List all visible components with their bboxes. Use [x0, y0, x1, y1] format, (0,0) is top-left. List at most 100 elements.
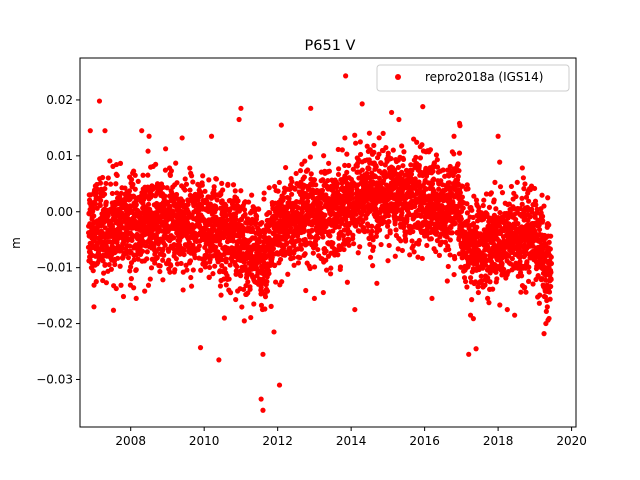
data-point	[359, 167, 365, 173]
data-point	[357, 151, 364, 158]
data-point	[367, 254, 374, 260]
data-point	[486, 204, 493, 210]
data-point	[315, 246, 321, 253]
data-point	[327, 271, 334, 277]
data-point	[458, 216, 464, 222]
data-point	[262, 294, 269, 300]
data-point	[147, 276, 153, 282]
data-point	[202, 188, 208, 194]
data-point	[446, 180, 453, 186]
data-point	[252, 235, 258, 241]
data-point	[399, 210, 405, 216]
data-point	[392, 167, 398, 173]
data-point	[211, 184, 217, 190]
data-point	[260, 243, 266, 249]
data-point	[385, 150, 391, 156]
data-point	[313, 242, 319, 248]
data-point	[187, 258, 194, 264]
data-point	[166, 257, 172, 263]
data-point	[412, 203, 418, 210]
data-point	[132, 186, 138, 192]
data-point	[303, 287, 309, 294]
data-point	[162, 167, 169, 173]
data-point	[346, 242, 352, 248]
data-point	[395, 246, 401, 252]
data-point	[192, 255, 198, 261]
data-point	[544, 304, 550, 310]
data-point	[492, 179, 498, 185]
data-point	[293, 170, 299, 177]
data-point	[140, 172, 146, 178]
x-axis: 2008 2010 2012 2014 2016 2018 2020	[115, 427, 587, 448]
data-point	[128, 176, 135, 183]
data-point	[245, 199, 252, 205]
data-point	[543, 320, 549, 327]
data-point	[491, 197, 497, 203]
data-point	[190, 179, 196, 185]
data-point	[182, 187, 188, 193]
data-point	[464, 201, 470, 207]
data-point	[133, 202, 139, 208]
data-point	[127, 268, 133, 274]
data-point	[311, 264, 318, 270]
data-point	[518, 289, 524, 295]
data-point	[526, 264, 532, 270]
data-point	[541, 203, 547, 209]
data-point	[221, 315, 227, 321]
data-point	[323, 267, 330, 273]
data-point	[281, 195, 287, 201]
data-point	[91, 213, 97, 219]
data-point	[219, 263, 225, 269]
data-point	[462, 278, 469, 285]
data-point	[126, 216, 132, 222]
data-point	[222, 266, 228, 272]
data-point	[335, 146, 341, 153]
data-point	[388, 155, 394, 162]
x-tick-label: 2014	[336, 434, 367, 448]
data-point	[509, 256, 515, 262]
data-point	[305, 167, 311, 173]
data-point	[321, 153, 327, 159]
data-point	[311, 295, 318, 302]
data-point	[370, 263, 376, 269]
data-point	[483, 191, 490, 197]
data-point	[419, 255, 425, 262]
data-point	[113, 285, 119, 292]
data-point	[369, 223, 375, 229]
data-point	[470, 316, 476, 322]
data-point	[173, 160, 179, 166]
data-point	[420, 104, 426, 110]
data-point	[258, 302, 265, 308]
data-point	[183, 181, 190, 187]
data-point	[313, 182, 319, 188]
data-point	[540, 218, 546, 224]
data-point	[522, 181, 528, 187]
data-point	[535, 273, 541, 279]
data-point	[225, 181, 231, 187]
data-point	[223, 256, 229, 262]
data-point	[163, 146, 169, 152]
data-point	[359, 101, 365, 107]
data-point	[548, 254, 554, 260]
data-point	[480, 202, 486, 209]
y-axis: −0.03 −0.02 −0.01 0.00 0.01 0.02	[36, 93, 80, 386]
data-point	[285, 233, 291, 239]
data-point	[353, 140, 359, 146]
data-point	[366, 165, 372, 172]
data-point	[142, 288, 148, 294]
data-point	[378, 241, 384, 248]
data-point	[162, 193, 168, 199]
data-point	[403, 238, 409, 244]
data-point	[387, 230, 393, 236]
data-point	[466, 351, 472, 357]
data-point	[319, 187, 326, 193]
data-point	[408, 171, 415, 177]
data-point	[494, 276, 500, 282]
data-point	[235, 198, 241, 204]
data-point	[385, 213, 392, 219]
data-point	[153, 161, 159, 167]
data-point	[320, 234, 326, 240]
data-point	[145, 172, 151, 178]
data-point	[473, 197, 480, 203]
data-point	[90, 268, 96, 274]
